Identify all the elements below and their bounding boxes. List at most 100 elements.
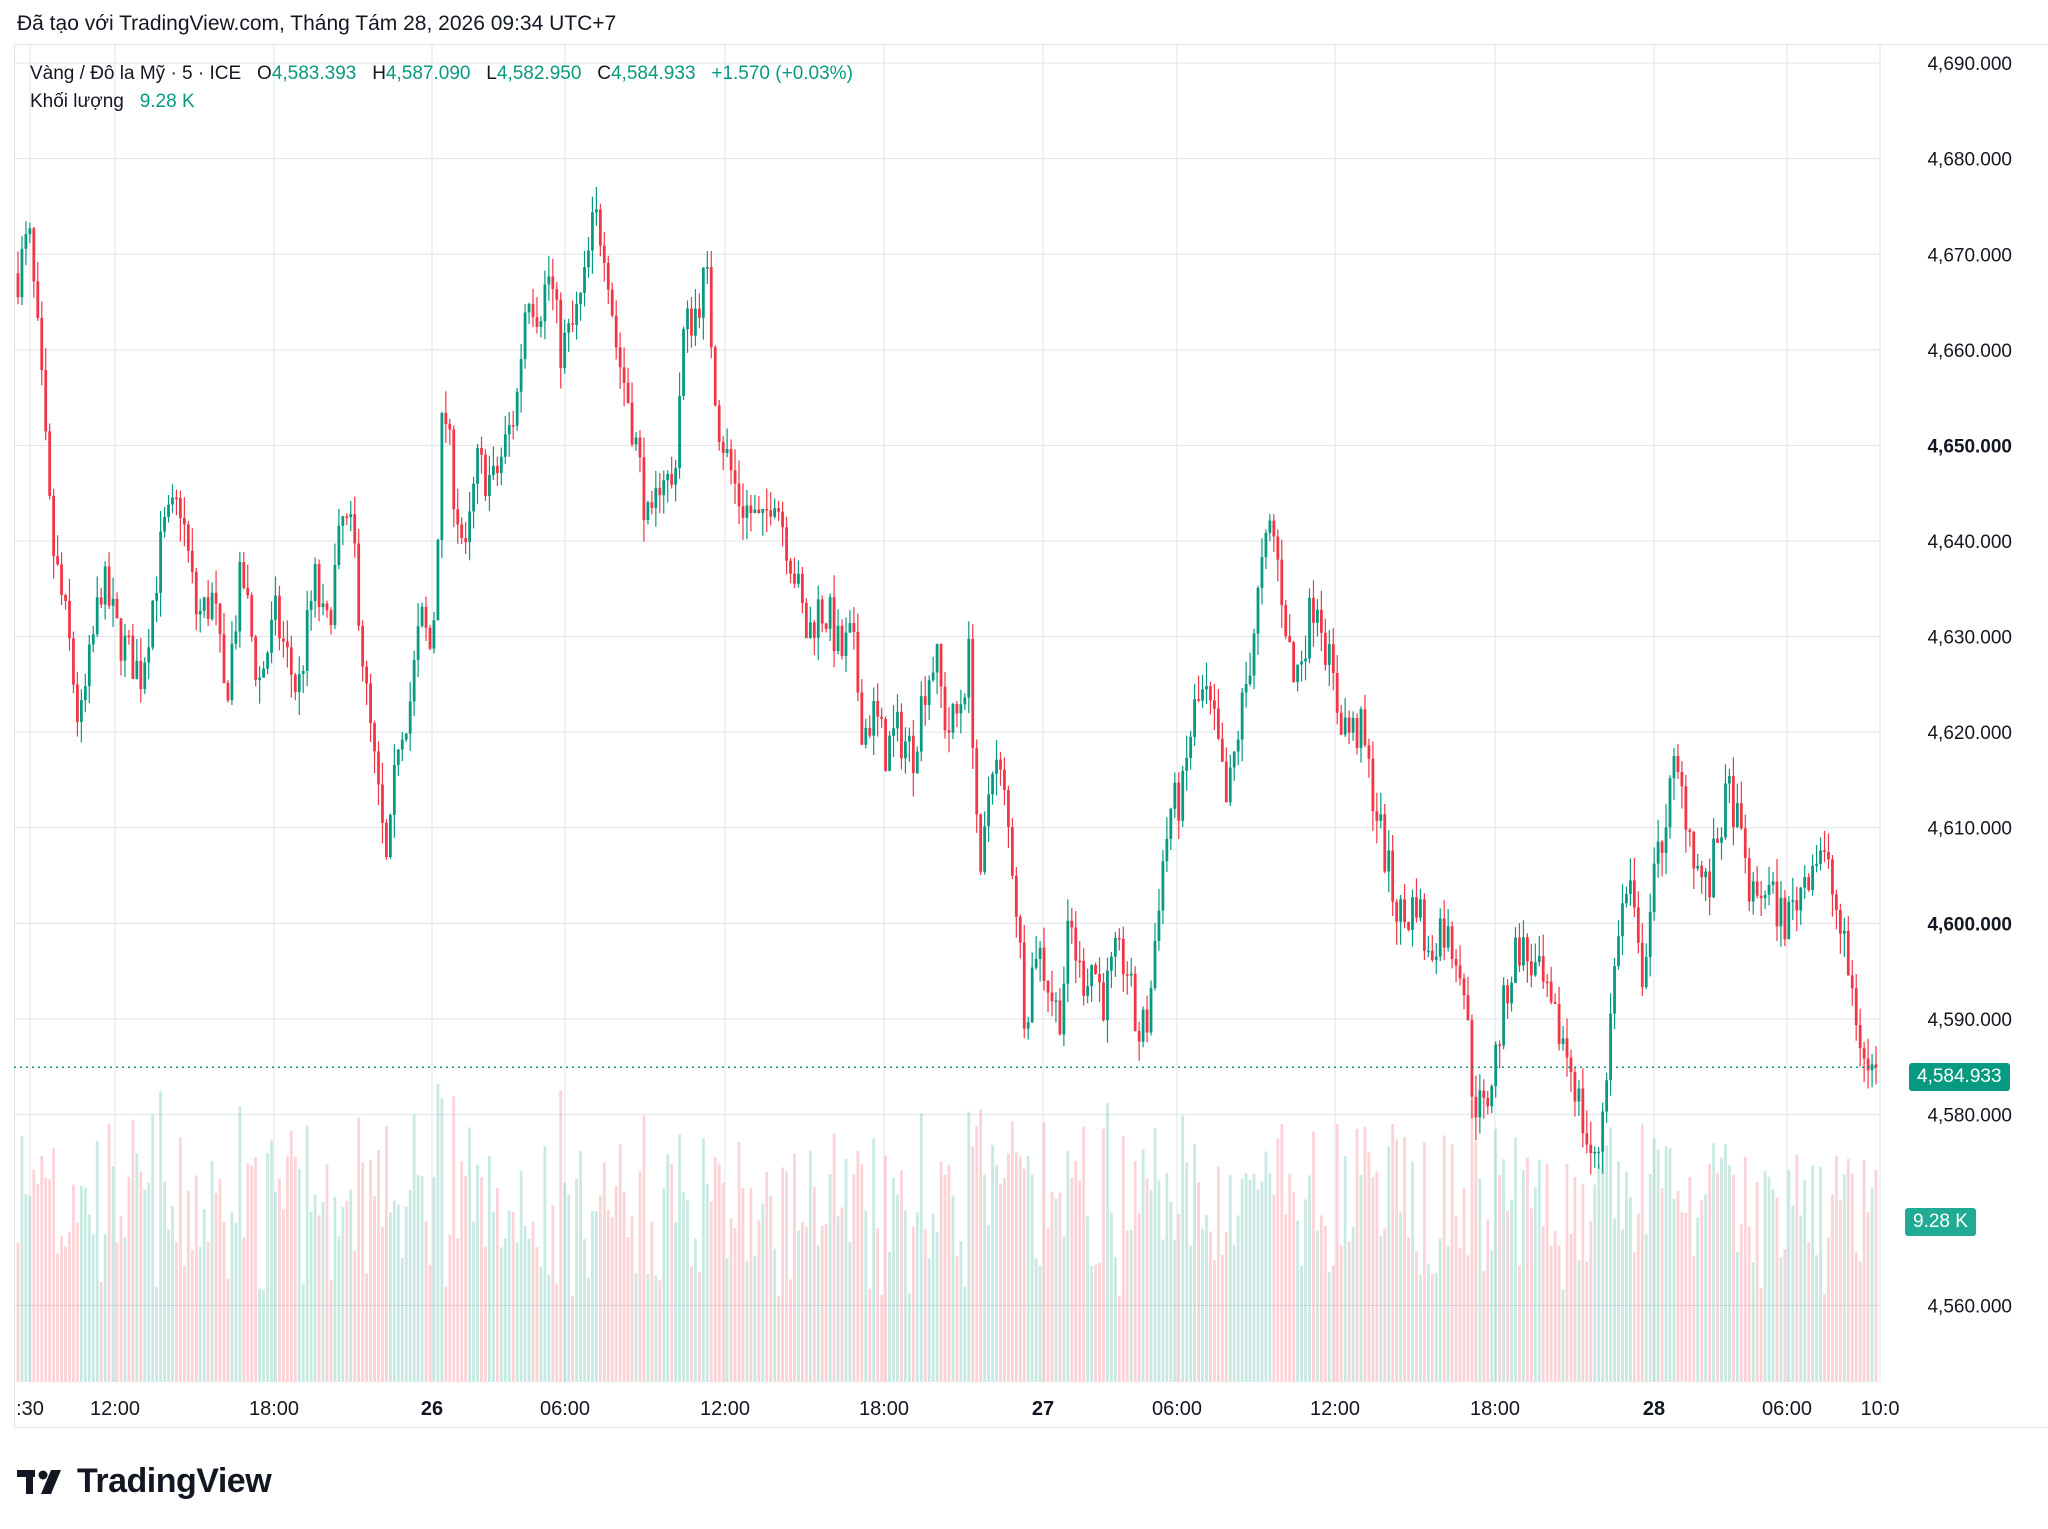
volume-bar xyxy=(262,1289,265,1382)
candle-body xyxy=(547,276,551,285)
volume-bar xyxy=(258,1288,262,1382)
symbol-label[interactable]: Vàng / Đô la Mỹ · 5 · ICE xyxy=(30,63,242,84)
candle-body xyxy=(729,448,733,471)
candle-body xyxy=(1434,956,1438,960)
volume-bar xyxy=(238,1106,242,1382)
candle-body xyxy=(16,273,20,298)
candle-body xyxy=(1331,644,1335,673)
candle-body xyxy=(1189,736,1193,758)
candle-body xyxy=(1605,1080,1609,1112)
candle-body xyxy=(194,571,198,615)
candle-body xyxy=(622,367,626,383)
volume-bar xyxy=(713,1156,717,1382)
volume-bar xyxy=(1090,1266,1093,1382)
volume-bar xyxy=(1664,1146,1668,1382)
candle-body xyxy=(1102,982,1105,1021)
candle-body xyxy=(369,683,372,724)
candle-body xyxy=(789,560,792,574)
candle-body xyxy=(1010,826,1014,876)
candle-body xyxy=(1308,597,1311,659)
candle-body xyxy=(226,682,230,701)
candle-body xyxy=(1232,751,1236,768)
volume-bar xyxy=(167,1229,170,1382)
candle-body xyxy=(1268,520,1272,533)
candle-body xyxy=(503,434,507,457)
candle-body xyxy=(282,638,285,642)
volume-bar xyxy=(824,1223,828,1382)
volume-bar xyxy=(682,1192,685,1382)
candle-body xyxy=(598,209,602,246)
candle-body xyxy=(1712,838,1715,898)
candle-body xyxy=(943,686,947,731)
volume-bar xyxy=(1751,1262,1755,1382)
x-tick-label: :30 xyxy=(16,1398,44,1420)
candle-body xyxy=(836,625,840,652)
candle-body xyxy=(250,595,254,637)
volume-bar xyxy=(1422,1142,1426,1382)
volume-bar xyxy=(991,1144,994,1382)
volume-bar xyxy=(1026,1155,1030,1382)
volume-bar xyxy=(1450,1144,1454,1382)
candle-body xyxy=(309,601,313,610)
candle-body xyxy=(602,245,606,264)
tradingview-logo[interactable]: TradingView xyxy=(17,1462,272,1501)
candle-body xyxy=(507,425,511,435)
candle-body xyxy=(717,405,721,442)
candle-body xyxy=(674,468,678,485)
candlestick-chart[interactable]: 4,690.000 4,680.000 4,670.000 4,660.000 4,65… xyxy=(0,0,2048,1440)
candle-body xyxy=(452,429,456,510)
volume-bar xyxy=(396,1204,400,1382)
candle-body xyxy=(1038,947,1042,959)
volume-bar xyxy=(674,1222,678,1382)
volume-bar xyxy=(1240,1179,1244,1382)
candle-body xyxy=(959,704,963,714)
candle-body xyxy=(907,735,911,742)
candle-body xyxy=(971,638,975,749)
volume-bar xyxy=(812,1186,816,1382)
candle-body xyxy=(317,563,321,608)
volume-bar xyxy=(1030,1174,1034,1382)
volume-bar xyxy=(1339,1245,1343,1382)
volume-bar xyxy=(1173,1239,1177,1382)
candle-body xyxy=(472,483,475,512)
volume-bar xyxy=(1632,1252,1636,1382)
volume-bar xyxy=(602,1162,606,1382)
volume-bar xyxy=(135,1153,139,1382)
volume-bar xyxy=(1300,1265,1303,1382)
candle-body xyxy=(238,562,242,632)
volume-bar xyxy=(646,1274,650,1382)
volume-bar xyxy=(1042,1122,1046,1382)
volume-bar xyxy=(1347,1241,1351,1382)
chart-caption: Đã tạo với TradingView.com, Tháng Tám 28… xyxy=(17,12,617,35)
volume-bar xyxy=(210,1160,214,1382)
volume-bar xyxy=(1018,1156,1022,1382)
volume-bar xyxy=(999,1184,1002,1382)
volume-bar xyxy=(1609,1127,1612,1382)
volume-bar xyxy=(864,1211,868,1382)
candle-body xyxy=(488,475,491,497)
volume-bar xyxy=(242,1237,246,1382)
candle-body xyxy=(1474,1096,1478,1118)
volume-bar xyxy=(428,1264,432,1382)
volume-label[interactable]: Khối lượng xyxy=(30,91,124,112)
candle-body xyxy=(1430,950,1434,960)
candle-body xyxy=(705,267,709,269)
candle-body xyxy=(1537,956,1541,963)
volume-bar xyxy=(1327,1272,1331,1382)
candle-body xyxy=(1660,841,1664,854)
candle-body xyxy=(175,497,178,500)
volume-value: 9.28 K xyxy=(139,91,195,112)
candle-body xyxy=(1672,756,1676,779)
candle-body xyxy=(420,606,424,627)
volume-bar xyxy=(1403,1137,1406,1382)
candle-body xyxy=(1407,921,1410,930)
volume-bar xyxy=(222,1222,226,1382)
chart-frame xyxy=(14,44,2048,1428)
candle-body xyxy=(1621,903,1624,937)
candle-body xyxy=(1529,961,1533,976)
volume-bar xyxy=(1284,1214,1288,1382)
volume-bar xyxy=(1375,1171,1379,1382)
candle-body xyxy=(1553,1002,1557,1004)
x-tick-label: 06:00 xyxy=(1762,1398,1812,1420)
candle-body xyxy=(230,643,234,701)
